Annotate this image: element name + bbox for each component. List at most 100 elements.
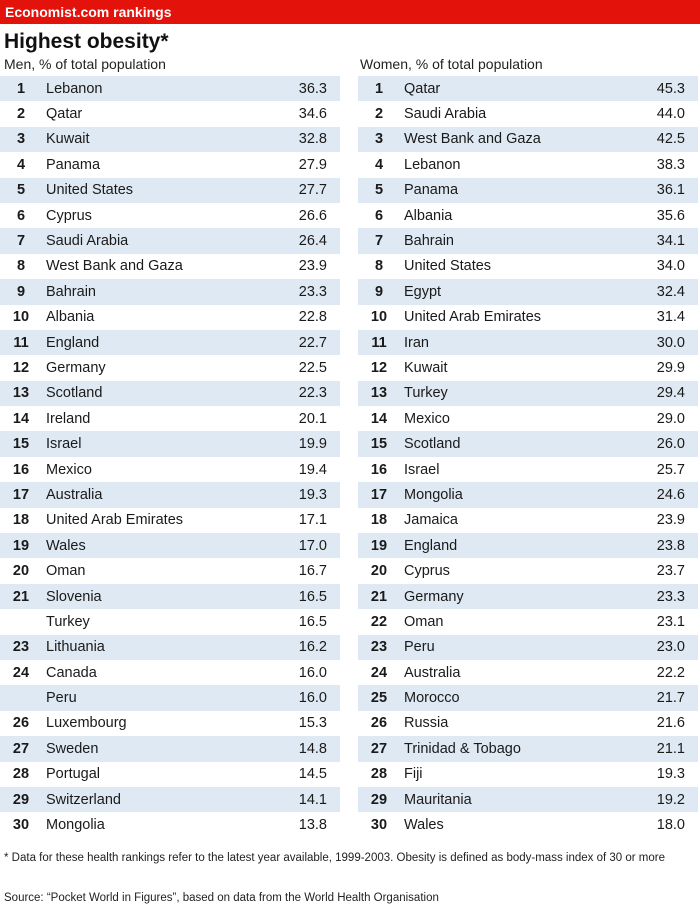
table-row: 28 Portugal 14.5	[0, 762, 340, 787]
country-cell: Morocco	[404, 690, 460, 707]
table-row: 16 Mexico 19.4	[0, 457, 340, 482]
value-cell: 29.9	[656, 359, 685, 376]
value-cell: 23.9	[298, 258, 327, 275]
table-row: 6 Cyprus 26.6	[0, 203, 340, 228]
value-cell: 22.5	[298, 359, 327, 376]
table-row: 5 United States 27.7	[0, 177, 340, 203]
value-cell: 16.5	[298, 613, 327, 630]
rank-cell: 8	[16, 258, 26, 275]
country-cell: Switzerland	[46, 791, 121, 808]
table-row: 8 West Bank and Gaza 23.9	[0, 254, 340, 279]
table-row: Peru 16.0	[0, 685, 340, 711]
table-row: 23 Peru 23.0	[358, 634, 698, 660]
country-cell: Albania	[46, 309, 95, 326]
country-cell: Israel	[404, 461, 440, 478]
table-row: 20 Cyprus 23.7	[358, 558, 698, 583]
country-cell: Mexico	[404, 410, 450, 427]
rank-cell: 21	[12, 588, 30, 605]
table-row: 14 Ireland 20.1	[0, 406, 340, 431]
country-cell: Scotland	[404, 436, 461, 453]
value-cell: 34.1	[656, 233, 685, 250]
value-cell: 17.1	[298, 512, 327, 529]
rank-cell: 7	[16, 233, 26, 250]
rank-cell: 19	[370, 537, 388, 554]
value-cell: 26.4	[298, 233, 327, 250]
country-cell: Trinidad & Tobago	[404, 740, 521, 757]
table-row: 2 Saudi Arabia 44.0	[358, 101, 698, 126]
value-cell: 23.0	[656, 639, 685, 656]
country-cell: Slovenia	[46, 588, 102, 605]
country-cell: Peru	[46, 690, 77, 707]
table-row: 14 Mexico 29.0	[358, 406, 698, 431]
value-cell: 16.0	[298, 690, 327, 707]
country-cell: Saudi Arabia	[404, 106, 487, 123]
country-cell: Turkey	[404, 385, 448, 402]
value-cell: 32.4	[656, 283, 685, 300]
rank-cell: 25	[370, 690, 388, 707]
value-cell: 16.7	[298, 563, 327, 580]
table-row: 4 Lebanon 38.3	[358, 152, 698, 177]
country-cell: Sweden	[46, 740, 99, 757]
rank-cell: 11	[13, 334, 29, 351]
country-cell: Russia	[404, 715, 449, 732]
country-cell: Luxembourg	[46, 715, 127, 732]
footnote: * Data for these health rankings refer t…	[4, 852, 665, 864]
rank-cell: 23	[370, 639, 388, 656]
rank-cell: 6	[16, 207, 26, 224]
value-cell: 19.3	[656, 766, 685, 783]
value-cell: 14.5	[298, 766, 327, 783]
table-row: 26 Luxembourg 15.3	[0, 711, 340, 736]
value-cell: 21.7	[656, 690, 685, 707]
table-row: 19 Wales 17.0	[0, 533, 340, 559]
country-cell: United Arab Emirates	[46, 512, 184, 529]
value-cell: 19.2	[656, 791, 685, 808]
table-row: 10 United Arab Emirates 31.4	[358, 305, 698, 330]
value-cell: 17.0	[298, 537, 327, 554]
value-cell: 34.0	[656, 258, 685, 275]
value-cell: 16.2	[298, 639, 327, 656]
rank-cell: 19	[12, 537, 30, 554]
country-cell: Peru	[404, 639, 435, 656]
country-cell: Oman	[404, 613, 444, 630]
table-row: 20 Oman 16.7	[0, 558, 340, 583]
value-cell: 22.8	[298, 309, 327, 326]
table-row: 3 Kuwait 32.8	[0, 126, 340, 153]
table-row: 15 Israel 19.9	[0, 431, 340, 457]
country-cell: Mauritania	[404, 791, 472, 808]
country-cell: Australia	[46, 486, 103, 503]
value-cell: 27.7	[298, 182, 327, 199]
rank-cell: 16	[12, 461, 30, 478]
value-cell: 44.0	[656, 106, 685, 123]
table-row: 21 Slovenia 16.5	[0, 583, 340, 610]
rank-cell: 20	[370, 563, 388, 580]
rank-cell: 9	[374, 283, 384, 300]
rank-cell: 24	[370, 664, 388, 681]
rank-cell: 18	[370, 512, 388, 529]
country-cell: Australia	[404, 664, 461, 681]
table-row: 30 Wales 18.0	[358, 812, 698, 837]
value-cell: 13.8	[298, 817, 327, 834]
rank-cell: 3	[374, 131, 384, 148]
table-row: 17 Australia 19.3	[0, 482, 340, 508]
rank-cell: 1	[16, 80, 26, 97]
table-row: Turkey 16.5	[0, 609, 340, 634]
table-row: 15 Scotland 26.0	[358, 431, 698, 457]
value-cell: 23.9	[656, 512, 685, 529]
value-cell: 14.8	[298, 740, 327, 757]
value-cell: 19.3	[298, 486, 327, 503]
table-row: 12 Kuwait 29.9	[358, 355, 698, 380]
rank-cell: 21	[370, 588, 388, 605]
country-cell: Germany	[46, 359, 106, 376]
country-cell: Jamaica	[404, 512, 458, 529]
rank-cell: 29	[370, 791, 388, 808]
country-cell: Portugal	[46, 766, 101, 783]
rank-cell: 15	[370, 436, 388, 453]
country-cell: Egypt	[404, 283, 442, 300]
rank-cell: 30	[370, 817, 388, 834]
rank-cell: 12	[12, 359, 30, 376]
country-cell: Canada	[46, 664, 97, 681]
rank-cell: 2	[16, 106, 26, 123]
value-cell: 21.1	[656, 740, 685, 757]
country-cell: Mexico	[46, 461, 92, 478]
source-note: Source: “Pocket World in Figures”, based…	[4, 892, 439, 904]
